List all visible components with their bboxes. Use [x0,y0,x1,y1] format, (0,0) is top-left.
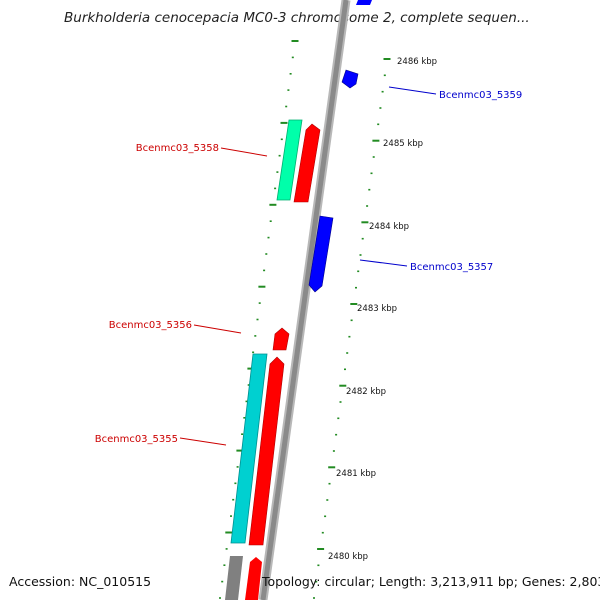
tick-label-2482: 2482 kbp [346,387,386,397]
callout-line [359,259,408,267]
tick-label-2483: 2483 kbp [357,304,397,314]
feature-ring-inner [225,119,303,600]
tick-label-2486: 2486 kbp [397,57,437,67]
gene-arrow-bcenmc03-5358[interactable] [293,123,321,203]
callout-line [179,437,227,446]
gene-arrow-partial-top[interactable] [356,0,372,5]
callout-line [220,147,268,157]
kbp-labels: 2486 kbp 2485 kbp 2484 kbp 2483 kbp 2482… [328,57,437,562]
gene-label-bcenmc03-5356[interactable]: Bcenmc03_5356 [109,320,192,331]
gene-arrow-bcenmc03-5357[interactable] [308,215,334,293]
cds-feature[interactable] [230,353,268,544]
tick-label-2484: 2484 kbp [369,222,409,232]
map-title: Burkholderia cenocepacia MC0-3 chromosom… [64,10,530,26]
gene-label-bcenmc03-5358[interactable]: Bcenmc03_5358 [136,143,219,154]
outer-tick-ring [313,58,391,599]
gene-arrow-bcenmc03-5356[interactable] [272,327,290,351]
forward-gene-ring [245,123,321,600]
reverse-gene-ring [308,0,372,293]
gene-label-bcenmc03-5357[interactable]: Bcenmc03_5357 [410,262,493,273]
gene-label-bcenmc03-5359[interactable]: Bcenmc03_5359 [439,90,522,101]
tick-label-2480: 2480 kbp [328,552,368,562]
callout-line [193,324,242,334]
accession-text: Accession: NC_010515 [9,574,152,589]
tick-label-2481: 2481 kbp [336,469,376,479]
backbone [260,0,349,600]
gene-arrow-partial[interactable] [245,557,262,600]
genome-summary-text: Topology: circular; Length: 3,213,911 bp… [262,574,600,589]
other-feature[interactable] [225,556,243,600]
callout-line [388,86,437,95]
gene-arrow-bcenmc03-5355[interactable] [248,356,285,546]
gene-callouts: Bcenmc03_5359 Bcenmc03_5358 Bcenmc03_535… [95,86,522,446]
rna-feature[interactable] [276,119,303,201]
tick-label-2485: 2485 kbp [383,139,423,149]
gene-arrow-bcenmc03-5359[interactable] [341,69,359,89]
gene-label-bcenmc03-5355[interactable]: Bcenmc03_5355 [95,434,178,445]
